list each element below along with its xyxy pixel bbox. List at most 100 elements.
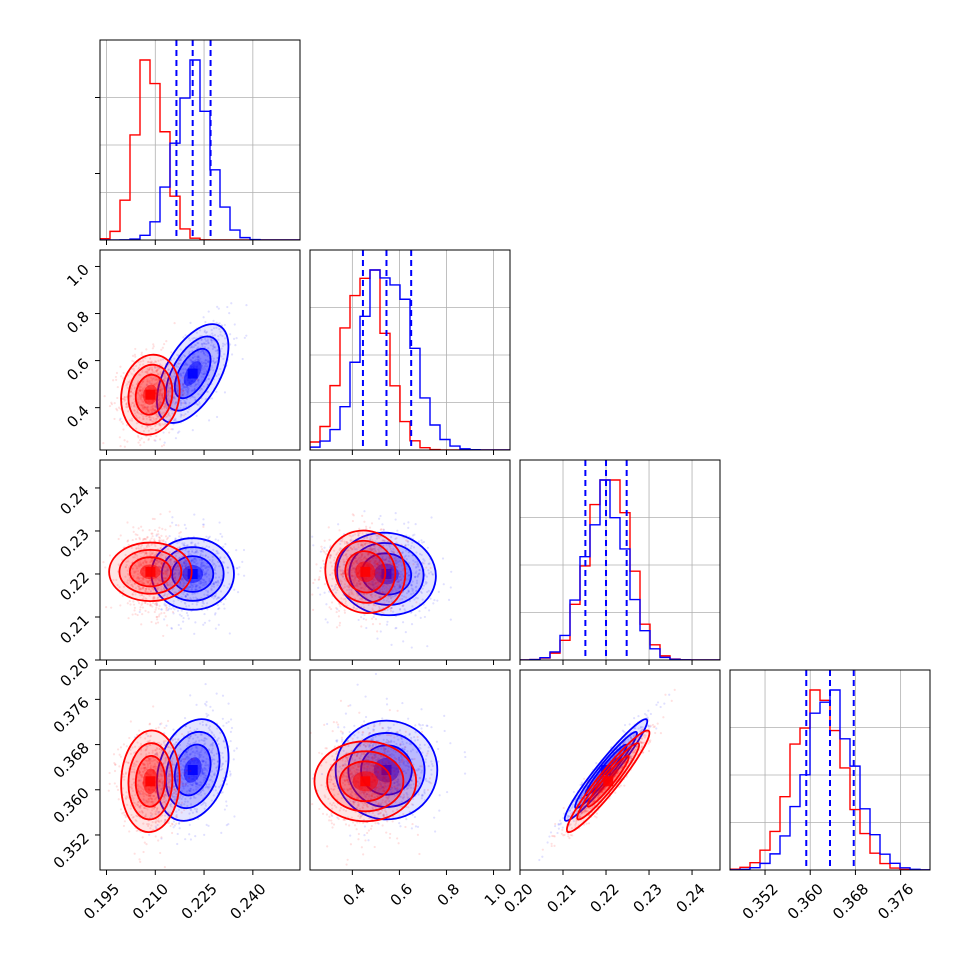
scatter-point xyxy=(131,391,134,395)
scatter-point xyxy=(414,614,417,617)
scatter-point xyxy=(154,360,157,363)
scatter-point xyxy=(140,603,143,606)
scatter-point xyxy=(415,601,418,604)
scatter-point xyxy=(126,440,129,443)
scatter-point xyxy=(206,565,210,568)
scatter-point xyxy=(447,598,451,601)
scatter-point xyxy=(203,833,206,837)
panel-content xyxy=(310,250,510,450)
scatter-point xyxy=(199,350,203,353)
scatter-point xyxy=(171,588,174,591)
scatter-point xyxy=(153,382,157,386)
scatter-point xyxy=(131,359,134,362)
scatter-point xyxy=(183,363,186,367)
scatter-point xyxy=(151,517,154,520)
histogram-panel-2 xyxy=(519,459,721,665)
scatter-point xyxy=(140,389,143,392)
scatter-point xyxy=(185,544,188,547)
scatter-point xyxy=(213,345,216,349)
scatter-point xyxy=(202,349,205,352)
scatter-point xyxy=(158,373,161,376)
scatter-point xyxy=(211,366,214,369)
scatter-point xyxy=(140,623,143,626)
contour-line xyxy=(127,363,174,426)
scatter-point xyxy=(204,337,207,341)
scatter-point xyxy=(123,399,126,402)
scatter-point xyxy=(157,378,160,381)
scatter-point xyxy=(159,422,162,425)
scatter-point xyxy=(228,632,231,635)
scatter-point xyxy=(203,612,206,616)
scatter-point xyxy=(150,416,153,419)
scatter-point xyxy=(132,526,135,529)
scatter-point xyxy=(186,392,189,395)
scatter-point xyxy=(165,571,168,574)
scatter-point xyxy=(159,398,162,401)
scatter-point xyxy=(206,355,209,358)
scatter-point xyxy=(197,350,200,353)
scatter-point xyxy=(183,386,186,389)
scatter-point xyxy=(221,334,224,338)
scatter-point xyxy=(203,581,206,585)
scatter-point xyxy=(217,607,220,611)
scatter-point xyxy=(226,571,230,574)
scatter-point xyxy=(165,604,168,607)
scatter-point xyxy=(217,307,220,310)
scatter-point xyxy=(141,388,144,391)
scatter-point xyxy=(177,598,180,601)
scatter-point xyxy=(160,407,164,410)
scatter-point xyxy=(145,417,148,420)
scatter-point xyxy=(154,378,157,382)
scatter-point xyxy=(180,374,183,377)
scatter-point xyxy=(157,372,160,375)
scatter-point xyxy=(211,344,215,348)
scatter-point xyxy=(122,371,125,375)
scatter-point xyxy=(135,383,138,386)
scatter-point xyxy=(197,346,200,349)
scatter-point xyxy=(160,608,163,611)
scatter-point xyxy=(150,409,153,412)
scatter-point xyxy=(206,359,209,362)
scatter-point xyxy=(411,534,415,537)
scatter-point xyxy=(175,401,178,404)
scatter-point xyxy=(196,382,199,386)
scatter-point xyxy=(338,621,342,624)
scatter-point xyxy=(173,357,176,360)
scatter-point xyxy=(204,372,207,375)
scatter-point xyxy=(180,614,183,618)
scatter-point xyxy=(157,402,160,405)
scatter-point xyxy=(190,389,193,392)
scatter-point xyxy=(112,379,115,382)
scatter-point xyxy=(206,608,209,611)
scatter-point xyxy=(198,400,201,403)
scatter-point xyxy=(191,346,194,349)
scatter-point xyxy=(164,402,167,405)
scatter-point xyxy=(206,365,209,368)
scatter-point xyxy=(147,429,150,432)
scatter-point xyxy=(382,612,385,615)
scatter-point xyxy=(437,590,440,593)
scatter-point xyxy=(198,585,201,589)
scatter-point xyxy=(122,377,125,380)
scatter-point xyxy=(235,549,238,552)
scatter-point xyxy=(168,414,172,417)
scatter-point xyxy=(167,392,170,395)
scatter-point xyxy=(204,359,207,362)
scatter-point xyxy=(158,393,161,396)
scatter-point xyxy=(110,606,113,609)
scatter-point xyxy=(311,593,314,596)
scatter-point xyxy=(151,427,154,430)
scatter-point xyxy=(360,616,363,619)
scatter-point xyxy=(192,356,195,359)
scatter-point xyxy=(180,578,183,581)
scatter-point xyxy=(138,389,142,393)
scatter-point xyxy=(330,607,333,611)
scatter-point xyxy=(138,416,141,419)
scatter-point xyxy=(173,322,176,325)
scatter-point xyxy=(216,584,219,587)
scatter-point xyxy=(184,386,187,389)
scatter-point xyxy=(176,389,179,392)
scatter-point xyxy=(172,384,176,387)
scatter-point xyxy=(181,620,185,623)
scatter-point xyxy=(155,377,158,381)
